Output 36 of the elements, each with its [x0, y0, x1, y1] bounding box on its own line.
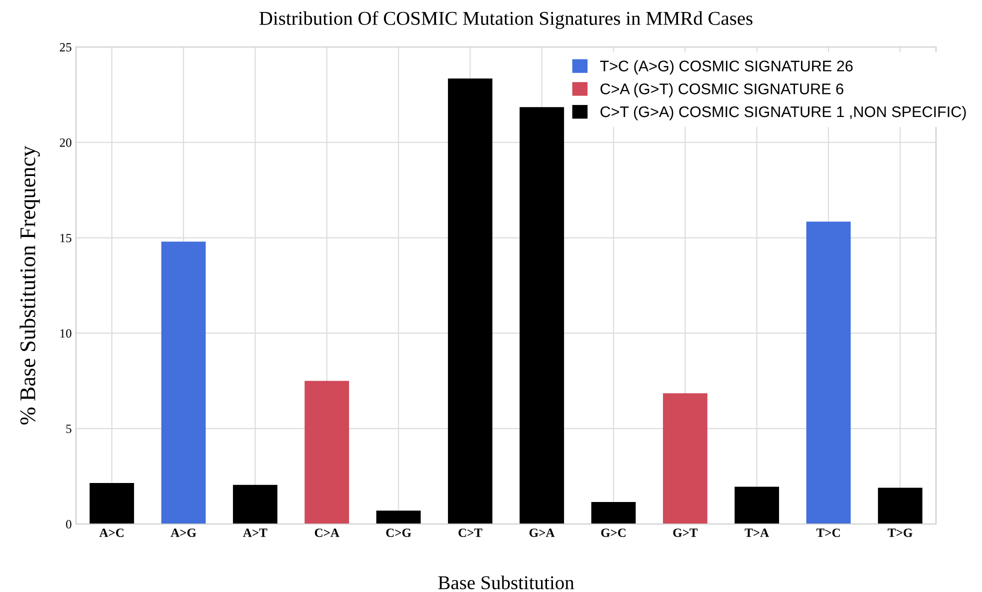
y-tick-label: 25	[60, 43, 72, 52]
x-tick-label: C>G	[386, 528, 412, 537]
y-tick-label: 5	[66, 424, 72, 434]
x-tick-label: T>A	[744, 528, 769, 537]
y-tick-label: 20	[60, 138, 72, 147]
bar	[878, 488, 922, 524]
chart-title: Distribution Of COSMIC Mutation Signatures in MMRd Cases	[259, 11, 752, 29]
legend-label: C>T (G>A) COSMIC SIGNATURE 1 ,NON SPECIFIC)	[600, 106, 966, 120]
bar	[376, 510, 421, 524]
y-tick-label: 10	[60, 329, 72, 338]
x-tick-label: G>A	[530, 528, 555, 537]
bar	[734, 486, 780, 524]
legend-label: C>A (G>T) COSMIC SIGNATURE 6	[600, 83, 844, 98]
bar	[304, 380, 350, 524]
legend-label: T>C (A>G) COSMIC SIGNATURE 26	[600, 60, 853, 74]
x-tick-label: C>T	[458, 528, 482, 537]
x-axis-title: Base Substitution	[438, 576, 574, 590]
bar	[520, 107, 564, 524]
x-tick-label: G>C	[601, 528, 626, 537]
x-tick-label: A>T	[243, 528, 268, 537]
bar	[591, 502, 636, 524]
bar	[90, 482, 134, 524]
x-tick-label: G>T	[673, 528, 698, 537]
bar	[232, 484, 278, 524]
bar	[662, 393, 708, 524]
x-tick-label: A>C	[99, 528, 124, 537]
y-axis-title: % Base Substitution Frequency	[20, 146, 40, 425]
y-tick-label: 15	[60, 234, 72, 242]
bar	[806, 222, 851, 524]
bar	[161, 242, 206, 524]
x-tick-label: T>C	[816, 528, 840, 537]
bar	[448, 78, 492, 524]
y-tick-label: 0	[66, 520, 72, 528]
x-tick-label: A>G	[170, 528, 196, 537]
x-tick-label: C>A	[314, 528, 340, 537]
x-tick-label: T>G	[888, 528, 912, 537]
